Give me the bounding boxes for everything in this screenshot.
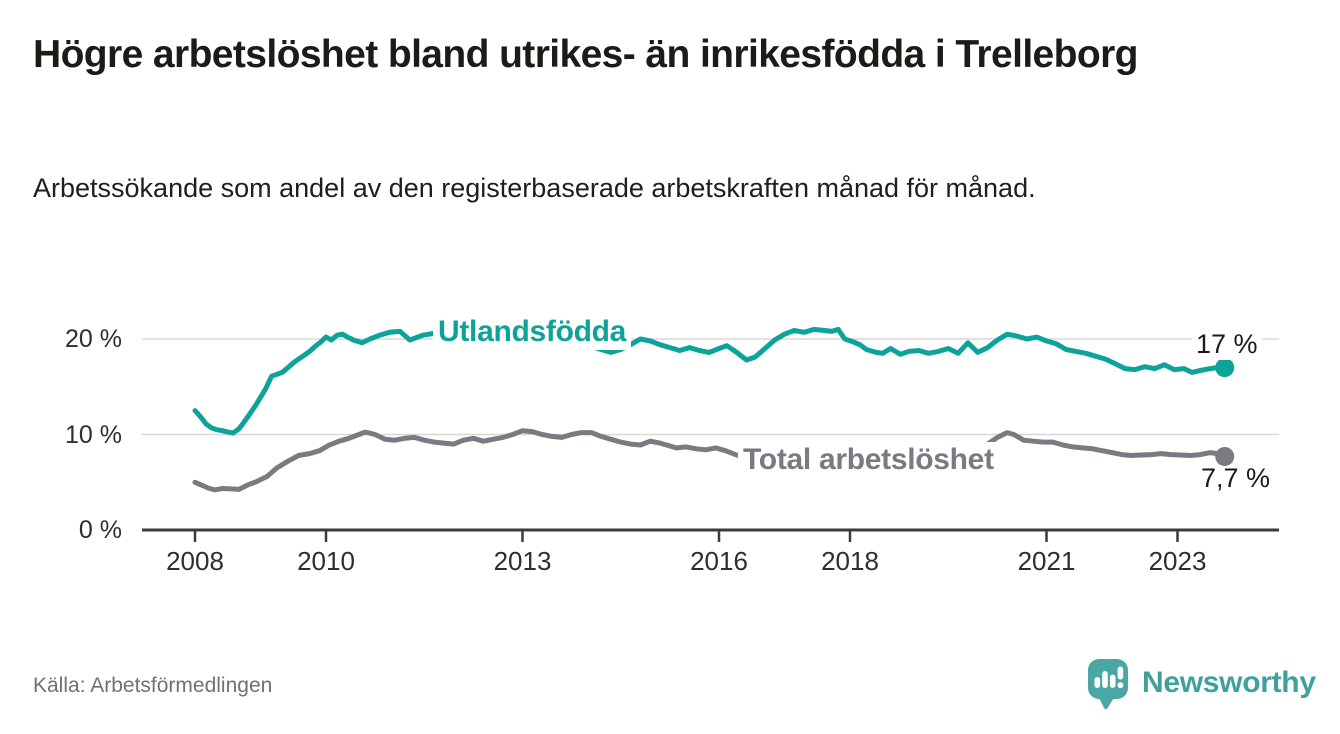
logo-exclamation-bar bbox=[1117, 666, 1124, 680]
series-line-1 bbox=[192, 428, 1228, 493]
x-tick-label: 2018 bbox=[821, 546, 879, 576]
source-attribution: Källa: Arbetsförmedlingen bbox=[33, 674, 273, 697]
logo-exclamation-dot bbox=[1117, 682, 1124, 689]
x-tick-label: 2023 bbox=[1148, 546, 1207, 576]
y-tick-label: 10 % bbox=[65, 420, 122, 449]
series-line-0 bbox=[192, 326, 1228, 436]
x-tick-label: 2016 bbox=[690, 546, 748, 576]
end-value-label-total: 7,7 % bbox=[1201, 463, 1271, 493]
newsworthy-wordmark: Newsworthy bbox=[1142, 666, 1316, 699]
page-title: Högre arbetslöshet bland utrikes- än inr… bbox=[33, 33, 1138, 76]
series-label-total: Total arbetslöshet bbox=[738, 442, 999, 478]
series-end-dot-0 bbox=[1215, 358, 1235, 378]
newsworthy-logo: Newsworthy bbox=[1087, 658, 1316, 712]
x-tick-label: 2021 bbox=[1017, 546, 1076, 576]
series-label-utlandsfodda: Utlandsfödda bbox=[433, 314, 632, 350]
logo-bar-2 bbox=[1102, 671, 1108, 688]
logo-bar-3 bbox=[1109, 674, 1116, 688]
x-tick-label: 2013 bbox=[493, 546, 552, 576]
y-tick-label: 0 % bbox=[78, 516, 122, 544]
y-tick-label: 20 % bbox=[65, 325, 122, 353]
logo-bar-1 bbox=[1094, 677, 1101, 688]
chart-subtitle: Arbetssökande som andel av den registerb… bbox=[33, 173, 1036, 203]
series-end-dot-1 bbox=[1215, 447, 1235, 466]
x-tick-label: 2008 bbox=[166, 546, 224, 576]
data-series bbox=[192, 326, 1235, 493]
newsworthy-logo-icon bbox=[1088, 659, 1128, 710]
x-tick-label: 2010 bbox=[297, 546, 355, 576]
end-value-label-utlandsfodda: 17 % bbox=[1192, 329, 1262, 360]
x-axis bbox=[142, 528, 1279, 542]
